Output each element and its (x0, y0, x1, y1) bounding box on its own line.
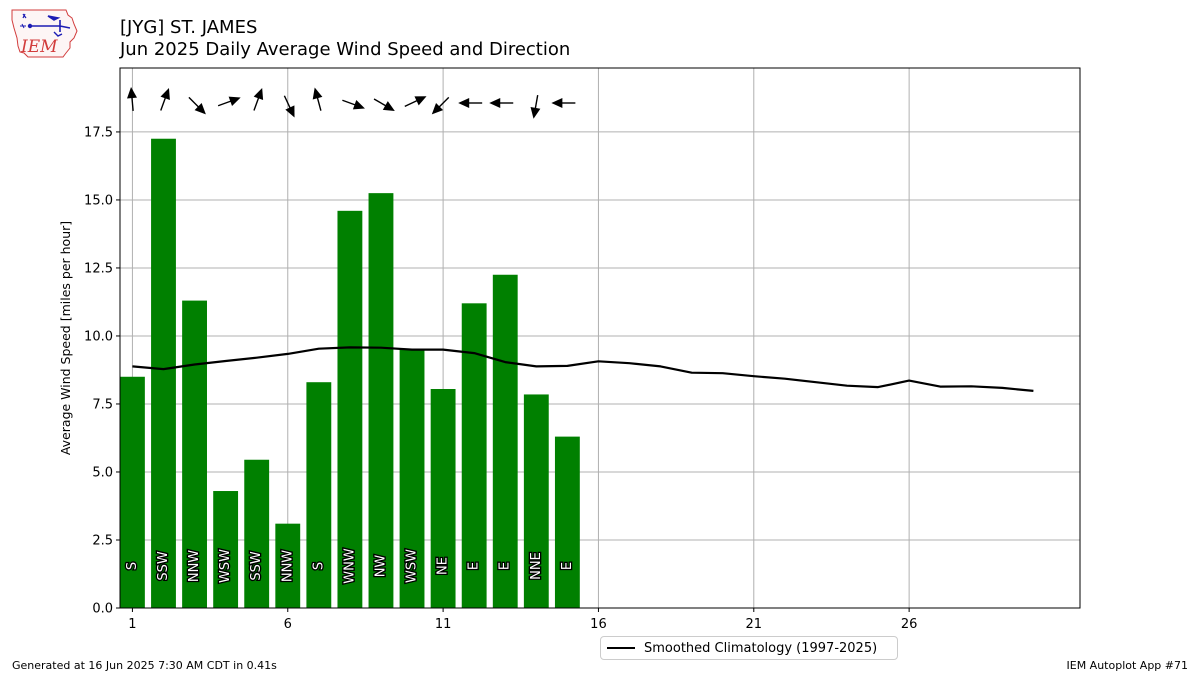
arrow-shaft (131, 95, 134, 112)
arrow-head (253, 87, 264, 101)
arrow-shaft (404, 99, 419, 108)
y-tick-label: 2.5 (92, 533, 113, 548)
wind-speed-bar (182, 300, 207, 608)
wind-speed-bar (244, 459, 270, 608)
arrow-head (551, 98, 563, 108)
wind-speed-bar (275, 523, 301, 608)
legend-label: Smoothed Climatology (1997-2025) (644, 640, 878, 656)
wind-speed-bar (213, 491, 239, 608)
y-tick-label: 5.0 (92, 465, 113, 480)
arrow-shaft (160, 96, 167, 111)
wind-direction-label: WSW (218, 549, 233, 583)
arrow-head (382, 101, 395, 111)
y-tick-label: 17.5 (84, 125, 113, 140)
wind-direction-arrow (489, 98, 514, 108)
wind-direction-arrow (431, 96, 450, 115)
arrow-shaft (283, 95, 292, 110)
logo-text: IEM (20, 37, 58, 57)
arrow-shaft (253, 96, 260, 111)
x-tick-label: 26 (901, 617, 918, 632)
y-tick-label: 10.0 (84, 329, 113, 344)
wind-direction-label: NE (436, 557, 451, 575)
chart-title-station: [JYG] ST. JAMES (120, 17, 258, 38)
wind-direction-label: SSW (156, 551, 171, 581)
wind-direction-label: E (467, 562, 482, 570)
wind-direction-label: S (125, 562, 140, 570)
wind-direction-arrow (458, 98, 483, 108)
wind-direction-arrow (404, 96, 427, 108)
wind-direction-arrow (253, 87, 264, 111)
wind-speed-bar (492, 274, 518, 608)
x-tick-label: 21 (746, 617, 763, 632)
plot-frame (119, 67, 1081, 609)
wind-direction-label: SSW (249, 551, 264, 581)
arrow-head (285, 105, 295, 118)
wind-direction-arrow (551, 98, 576, 108)
arrow-head (127, 87, 137, 99)
arrow-shaft (188, 96, 201, 109)
iem-logo: IEM (11, 9, 78, 58)
y-tick-label: 7.5 (92, 397, 113, 412)
wind-direction-label: E (498, 562, 513, 570)
wind-direction-label: WSW (405, 549, 420, 583)
arrow-head (312, 87, 323, 100)
legend: Smoothed Climatology (1997-2025) (600, 636, 898, 660)
wind-direction-arrow (160, 87, 170, 111)
y-axis-label: Average Wind Speed [miles per hour] (58, 221, 73, 455)
arrow-head (458, 98, 470, 108)
arrow-head (160, 87, 170, 101)
arrow-shaft (373, 98, 388, 108)
arrow-head (352, 100, 365, 110)
y-tick-label: 15.0 (84, 193, 113, 208)
climatology-line (132, 346, 1034, 392)
wind-direction-label: WNW (342, 548, 357, 584)
arrow-head (228, 96, 241, 106)
arrow-head (530, 107, 541, 119)
wind-direction-label: NNW (280, 550, 295, 582)
arrow-head (431, 103, 444, 115)
wind-direction-label: NNE (529, 552, 544, 580)
y-tick-label: 12.5 (84, 261, 113, 276)
wind-direction-arrow (283, 95, 295, 118)
wind-direction-arrow (342, 99, 365, 110)
wind-direction-arrow (312, 87, 323, 111)
arrow-shaft (342, 99, 357, 107)
wind-speed-bar (430, 389, 456, 608)
wind-speed-bar (337, 210, 363, 608)
arrow-shaft (534, 94, 539, 111)
wind-direction-arrow (373, 98, 395, 111)
chart-title: Jun 2025 Daily Average Wind Speed and Di… (120, 39, 571, 60)
arrow-head (194, 103, 206, 115)
wind-speed-bar (306, 382, 332, 608)
generated-timestamp: Generated at 16 Jun 2025 7:30 AM CDT in … (12, 659, 277, 672)
wind-direction-arrow (530, 94, 541, 119)
wind-speed-bar (523, 394, 549, 608)
wind-direction-arrow (217, 96, 241, 107)
x-tick-label: 16 (590, 617, 607, 632)
wind-direction-arrow (127, 87, 137, 112)
arrow-shaft (217, 99, 233, 107)
wind-speed-bar (368, 193, 394, 608)
wind-speed-bar (399, 349, 425, 608)
app-credit: IEM Autoplot App #71 (1066, 659, 1189, 672)
legend-line-swatch (607, 647, 635, 649)
x-tick-label: 1 (128, 617, 136, 632)
arrow-head (414, 96, 427, 106)
x-tick-label: 6 (284, 617, 292, 632)
wind-direction-label: E (560, 562, 575, 570)
wind-direction-label: NNW (187, 550, 202, 582)
wind-speed-bar (120, 376, 145, 608)
arrow-shaft (437, 96, 450, 109)
x-tick-label: 11 (435, 617, 452, 632)
wind-direction-arrow (188, 96, 206, 115)
arrow-head (489, 98, 501, 108)
wind-direction-label: S (311, 562, 326, 570)
wind-speed-bar (554, 436, 580, 608)
arrow-shaft (316, 96, 322, 111)
wind-speed-bar (151, 138, 176, 609)
wind-direction-label: NW (373, 555, 388, 578)
y-tick-label: 0.0 (92, 602, 113, 617)
